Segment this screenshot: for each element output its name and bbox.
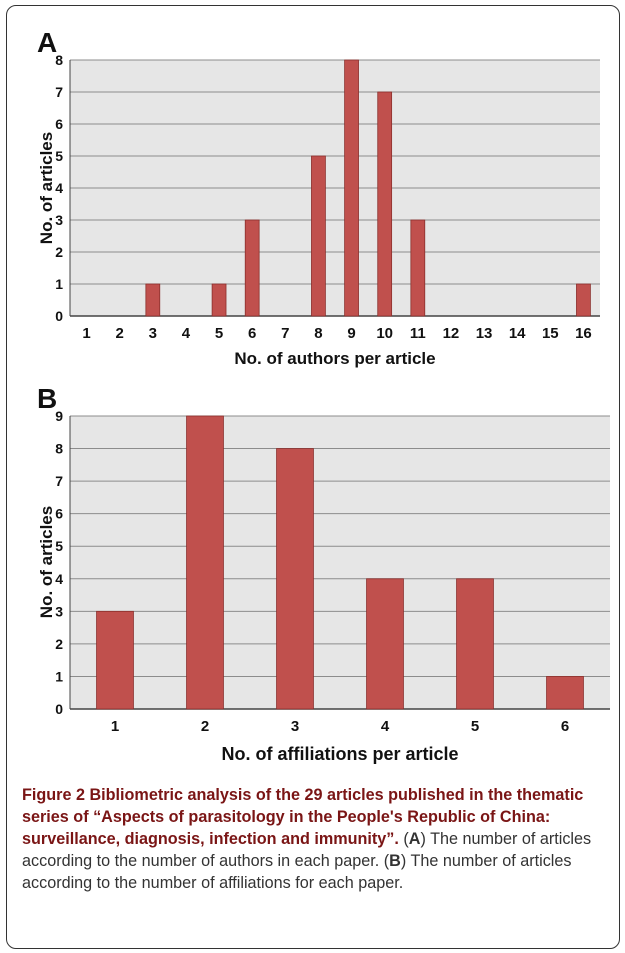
x-tick-label: 6 (561, 718, 569, 735)
caption-bold: Figure 2 Bibliometric analysis of the 29… (22, 786, 584, 848)
bar-6 (244, 219, 260, 317)
panel-label-a: A (37, 27, 57, 58)
y-axis-label-b: No. of articles (37, 506, 56, 618)
x-tick-label: 16 (575, 325, 592, 342)
y-tick-label: 7 (55, 473, 63, 489)
bars-a (145, 59, 591, 317)
plot-area-b (70, 416, 610, 709)
x-tick-label: 4 (182, 325, 191, 342)
x-tick-label: 2 (116, 325, 124, 342)
y-tick-label: 3 (55, 212, 63, 228)
y-tick-label: 2 (55, 244, 63, 260)
x-axis-label-a: No. of authors per article (234, 349, 435, 368)
x-tick-label: 1 (111, 718, 119, 735)
x-tick-label: 3 (291, 718, 299, 735)
x-tick-label: 15 (542, 325, 559, 342)
x-tick-label: 14 (509, 325, 526, 342)
y-tick-label: 1 (55, 276, 63, 292)
y-tick-label: 9 (55, 408, 63, 424)
figure-frame (6, 5, 620, 949)
x-tick-label: 4 (381, 718, 390, 735)
figure-caption: Figure 2 Bibliometric analysis of the 29… (22, 784, 612, 894)
y-tick-label: 4 (55, 180, 63, 196)
x-tick-label: 13 (476, 325, 493, 342)
x-tick-label: 5 (215, 325, 223, 342)
x-tick-label: 3 (149, 325, 157, 342)
y-tick-label: 5 (55, 148, 63, 164)
gridlines-b (69, 415, 610, 710)
x-tick-label: 1 (82, 325, 90, 342)
x-tick-label: 8 (314, 325, 322, 342)
x-tick-label: 11 (410, 325, 426, 342)
caption-open-a: ( (398, 830, 409, 848)
x-tick-label: 10 (376, 325, 393, 342)
x-tick-label: 6 (248, 325, 256, 342)
caption-text-b: ) The number of articles according to th… (22, 852, 572, 892)
bar-1 (96, 610, 134, 710)
bar-8 (311, 155, 326, 317)
bar-3 (276, 448, 314, 710)
bar-10 (377, 91, 393, 317)
y-tick-label: 6 (55, 116, 63, 132)
x-tick-labels-b: 1 2 3 4 5 6 (111, 718, 569, 735)
bar-4 (366, 578, 404, 710)
bar-2 (186, 415, 224, 710)
chart-b: B 0 1 2 3 4 5 6 7 8 9 1 2 3 4 5 6 No. of articles No. … (37, 383, 610, 764)
x-tick-label: 2 (201, 718, 209, 735)
y-tick-label: 6 (55, 506, 63, 522)
caption-text-a: ) The number of articles according to th… (22, 830, 592, 870)
x-axis-label-b: No. of affiliations per article (221, 744, 458, 764)
bar-6 (546, 676, 584, 710)
y-tick-labels-b: 0 1 2 3 4 5 6 7 8 9 (55, 408, 63, 717)
bar-16 (576, 283, 591, 317)
x-tick-label: 9 (347, 325, 355, 342)
bar-3 (145, 283, 161, 317)
panel-label-b: B (37, 383, 57, 414)
y-tick-label: 8 (55, 441, 63, 457)
caption-letter-b: B (389, 852, 401, 870)
y-tick-label: 0 (55, 308, 63, 324)
y-tick-label: 7 (55, 84, 63, 100)
y-tick-label: 1 (55, 668, 63, 684)
bar-9 (344, 59, 359, 317)
y-axis-label-a: No. of articles (37, 132, 56, 244)
caption-letter-a: A (408, 830, 421, 848)
bars-b (96, 415, 584, 710)
x-tick-labels-a: 1 2 3 4 5 6 7 8 9 10 11 12 13 14 15 16 (82, 325, 591, 342)
y-tick-label: 4 (55, 571, 63, 587)
bar-5 (211, 283, 227, 317)
bar-11 (410, 219, 426, 317)
y-tick-labels-a: 0 1 2 3 4 5 6 7 8 (55, 52, 63, 324)
y-tick-label: 2 (55, 636, 63, 652)
y-tick-label: 0 (55, 701, 63, 717)
x-tick-label: 7 (281, 325, 289, 342)
y-tick-label: 5 (55, 538, 63, 554)
y-tick-label: 3 (55, 603, 63, 619)
x-tick-label: 5 (471, 718, 479, 735)
bar-5 (456, 578, 494, 710)
x-tick-label: 12 (443, 325, 460, 342)
y-tick-label: 8 (55, 52, 63, 68)
